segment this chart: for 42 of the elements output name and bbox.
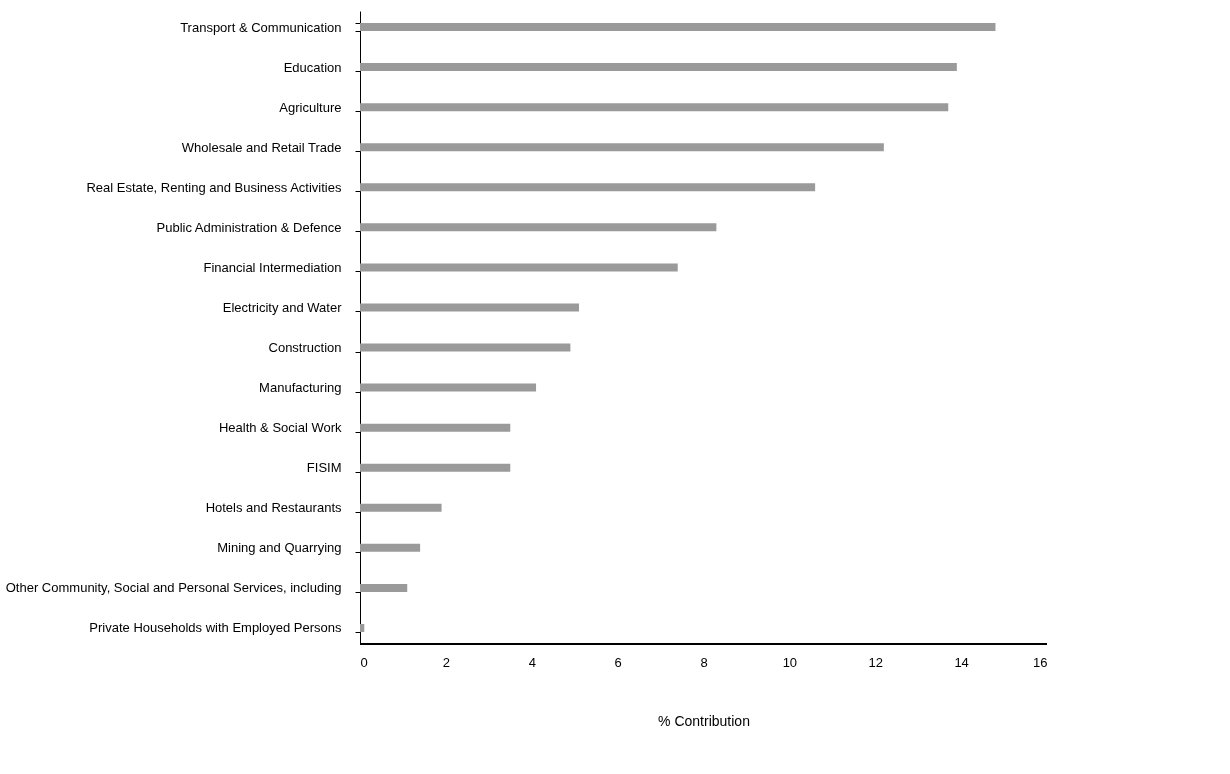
y-tick-label: Real Estate, Renting and Business Activities	[86, 179, 342, 195]
x-tick-label: 0	[360, 654, 368, 670]
y-tick-label: Mining and Quarrying	[217, 540, 342, 556]
bar	[360, 103, 949, 112]
y-tick-label: Transport & Communication	[180, 19, 342, 35]
y-tick-label: Education	[283, 59, 342, 75]
y-tick-label: Financial Intermediation	[203, 259, 342, 275]
y-tick-label: Electricity and Water	[222, 299, 343, 315]
y-tick-label: Public Administration & Defence	[156, 219, 342, 235]
bar	[360, 263, 678, 272]
bar	[360, 303, 579, 312]
x-tick-label: 10	[782, 654, 798, 670]
x-tick-label: 6	[614, 654, 622, 670]
x-tick-label: 8	[700, 654, 708, 670]
y-tick-label: Other Community, Social and Personal Services, including	[5, 580, 342, 596]
y-tick-label: FISIM	[306, 460, 342, 476]
x-tick-label: 16	[1033, 654, 1048, 670]
bar	[360, 143, 884, 152]
y-tick-label: Wholesale and Retail Trade	[181, 139, 342, 155]
x-tick-label: 4	[528, 654, 536, 670]
y-tick-label: Health & Social Work	[218, 420, 342, 436]
bar	[360, 23, 996, 32]
bar	[360, 63, 957, 72]
bar	[360, 463, 511, 472]
bar	[360, 183, 816, 192]
x-tick-label: 12	[868, 654, 883, 670]
bar	[360, 343, 571, 352]
bar	[360, 223, 717, 232]
bar	[360, 583, 408, 592]
x-axis-title: % Contribution	[658, 712, 750, 729]
x-tick-label: 2	[442, 654, 450, 670]
bar	[360, 623, 365, 632]
y-tick-label: Construction	[268, 340, 342, 356]
bar	[360, 383, 537, 392]
y-tick-label: Manufacturing	[259, 380, 342, 396]
x-tick-label: 14	[954, 654, 969, 670]
bar	[360, 423, 511, 432]
y-tick-label: Private Households with Employed Persons	[89, 620, 342, 636]
bar	[360, 503, 442, 512]
y-tick-label: Agriculture	[279, 99, 342, 115]
y-tick-label: Hotels and Restaurants	[205, 500, 342, 516]
bar	[360, 543, 421, 552]
